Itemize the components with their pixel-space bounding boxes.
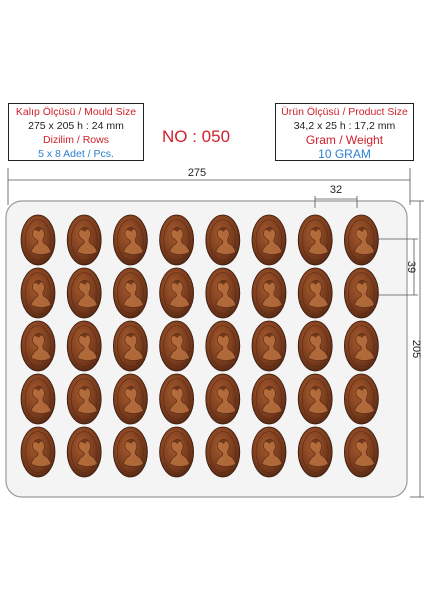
product-weight-value: 10 GRAM	[318, 147, 371, 161]
cameo-cavity	[205, 267, 241, 319]
cameo-cavity	[343, 214, 379, 266]
cameo-cavity	[66, 267, 102, 319]
cameo-cavity	[251, 214, 287, 266]
cameo-cavity	[297, 267, 333, 319]
cameo-cavity	[343, 426, 379, 478]
cameo-cavity	[159, 267, 195, 319]
mould-size-title: Kalıp Ölçüsü / Mould Size	[15, 106, 137, 118]
cavity-height-label: 39	[405, 261, 417, 273]
cameo-cavity	[159, 373, 195, 425]
cameo-cavity	[159, 320, 195, 372]
cameo-cavity	[251, 267, 287, 319]
cameo-cavity	[112, 426, 148, 478]
model-number: NO : 050	[162, 127, 231, 146]
cameo-cavity	[251, 320, 287, 372]
product-size-title: Ürün Ölçüsü / Product Size	[281, 106, 408, 118]
cameo-cavity	[343, 267, 379, 319]
cameo-cavity	[66, 320, 102, 372]
cameo-cavity	[297, 320, 333, 372]
cameo-cavity	[20, 214, 56, 266]
mould-size-box: Kalıp Ölçüsü / Mould Size 275 x 205 h : …	[8, 103, 144, 161]
cameo-cavity	[251, 373, 287, 425]
cameo-cavity	[297, 214, 333, 266]
cameo-cavity	[297, 373, 333, 425]
cameo-cavity	[251, 426, 287, 478]
cameo-cavity	[297, 426, 333, 478]
cameo-cavity	[20, 426, 56, 478]
width-dimension-label: 275	[188, 167, 206, 179]
cameo-cavity	[20, 267, 56, 319]
product-weight-label: Gram / Weight	[305, 133, 384, 147]
cavity-width-label: 32	[330, 184, 342, 196]
cameo-cavity	[112, 267, 148, 319]
cameo-cavity	[205, 214, 241, 266]
cameo-cavity	[159, 426, 195, 478]
cameo-cavity	[20, 320, 56, 372]
mould-size-dimensions: 275 x 205 h : 24 mm	[28, 120, 124, 132]
product-size-box: Ürün Ölçüsü / Product Size 34,2 x 25 h :…	[275, 103, 414, 161]
height-dimension-label: 205	[410, 340, 422, 358]
cameo-cavity	[112, 373, 148, 425]
cameo-cavity	[66, 426, 102, 478]
cameo-cavity	[112, 320, 148, 372]
cameo-cavity	[20, 373, 56, 425]
cameo-cavity	[66, 373, 102, 425]
cameo-cavity	[159, 214, 195, 266]
cameo-cavity	[343, 373, 379, 425]
cameo-cavity	[205, 373, 241, 425]
cameo-cavity	[112, 214, 148, 266]
mould-piece-count: 5 x 8 Adet / Pcs.	[38, 148, 114, 160]
cameo-cavity	[66, 214, 102, 266]
product-size-dimensions: 34,2 x 25 h : 17,2 mm	[293, 120, 396, 132]
mould-rows-label: Dizilim / Rows	[43, 134, 109, 146]
cameo-cavity	[343, 320, 379, 372]
cameo-cavity	[205, 320, 241, 372]
cameo-cavity	[205, 426, 241, 478]
cavity-grid	[20, 214, 379, 478]
